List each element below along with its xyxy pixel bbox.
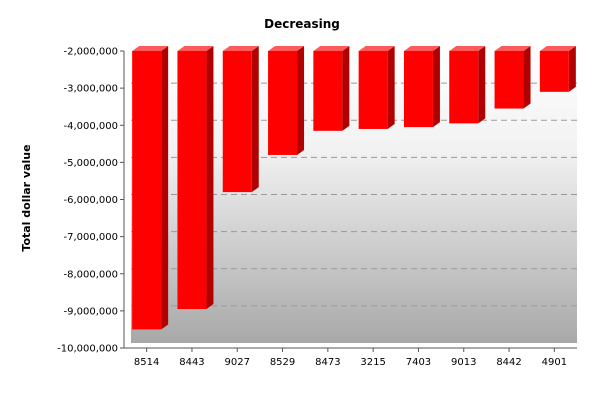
bar-9027 bbox=[222, 46, 259, 193]
x-tick-label: 8529 bbox=[270, 357, 295, 368]
bar-side bbox=[387, 46, 395, 129]
bar-side bbox=[478, 46, 486, 124]
x-tick-label: 8473 bbox=[315, 357, 340, 368]
x-tick-label: 8442 bbox=[496, 357, 521, 368]
y-tick-label: -9,000,000 bbox=[63, 306, 118, 317]
bar-side bbox=[568, 46, 576, 92]
bar-8442 bbox=[494, 46, 531, 109]
bar-top bbox=[403, 46, 440, 51]
bar-side bbox=[432, 46, 440, 128]
bar-front bbox=[358, 51, 388, 129]
bar-4901 bbox=[539, 46, 576, 92]
y-tick-label: -4,000,000 bbox=[63, 121, 118, 132]
bar-8473 bbox=[313, 46, 350, 131]
bar-side bbox=[297, 46, 305, 155]
bar-top bbox=[222, 46, 259, 51]
bar-top bbox=[358, 46, 395, 51]
y-tick-label: -2,000,000 bbox=[63, 47, 118, 58]
bar-top bbox=[132, 46, 169, 51]
y-tick-label: -6,000,000 bbox=[63, 195, 118, 206]
x-tick-label: 8514 bbox=[134, 357, 159, 368]
bar-side bbox=[342, 46, 350, 131]
bar-side bbox=[251, 46, 259, 193]
bar-side bbox=[206, 46, 214, 310]
bar-front bbox=[313, 51, 343, 131]
bar-front bbox=[494, 51, 524, 109]
bar-side bbox=[523, 46, 531, 109]
bar-front bbox=[539, 51, 569, 92]
x-tick-label: 8443 bbox=[179, 357, 204, 368]
y-tick-label: -5,000,000 bbox=[63, 158, 118, 169]
bar-3215 bbox=[358, 46, 395, 129]
bar-front bbox=[403, 51, 433, 128]
bar-8514 bbox=[132, 46, 169, 330]
y-tick-label: -10,000,000 bbox=[57, 344, 118, 355]
bar-top bbox=[313, 46, 350, 51]
bar-8529 bbox=[268, 46, 305, 155]
bar-8443 bbox=[177, 46, 214, 310]
bar-top bbox=[539, 46, 576, 51]
x-tick-label: 3215 bbox=[360, 357, 385, 368]
x-tick-label: 9027 bbox=[225, 357, 250, 368]
bar-top bbox=[494, 46, 531, 51]
bar-front bbox=[268, 51, 298, 155]
y-axis-label: Total dollar value bbox=[20, 144, 33, 251]
bar-front bbox=[177, 51, 207, 310]
bar-7403 bbox=[403, 46, 440, 128]
y-tick-label: -8,000,000 bbox=[63, 269, 118, 280]
x-tick-label: 7403 bbox=[406, 357, 431, 368]
x-tick-label: 4901 bbox=[542, 357, 567, 368]
x-tick-label: 9013 bbox=[451, 357, 476, 368]
bar-front bbox=[449, 51, 479, 124]
bar-top bbox=[449, 46, 486, 51]
y-tick-label: -3,000,000 bbox=[63, 84, 118, 95]
bar-top bbox=[177, 46, 214, 51]
bar-9013 bbox=[449, 46, 486, 124]
y-tick-label: -7,000,000 bbox=[63, 232, 118, 243]
bar-front bbox=[222, 51, 252, 193]
bar-top bbox=[268, 46, 305, 51]
bar-front bbox=[132, 51, 162, 330]
chart-title: Decreasing bbox=[264, 17, 340, 31]
bar-side bbox=[161, 46, 169, 330]
